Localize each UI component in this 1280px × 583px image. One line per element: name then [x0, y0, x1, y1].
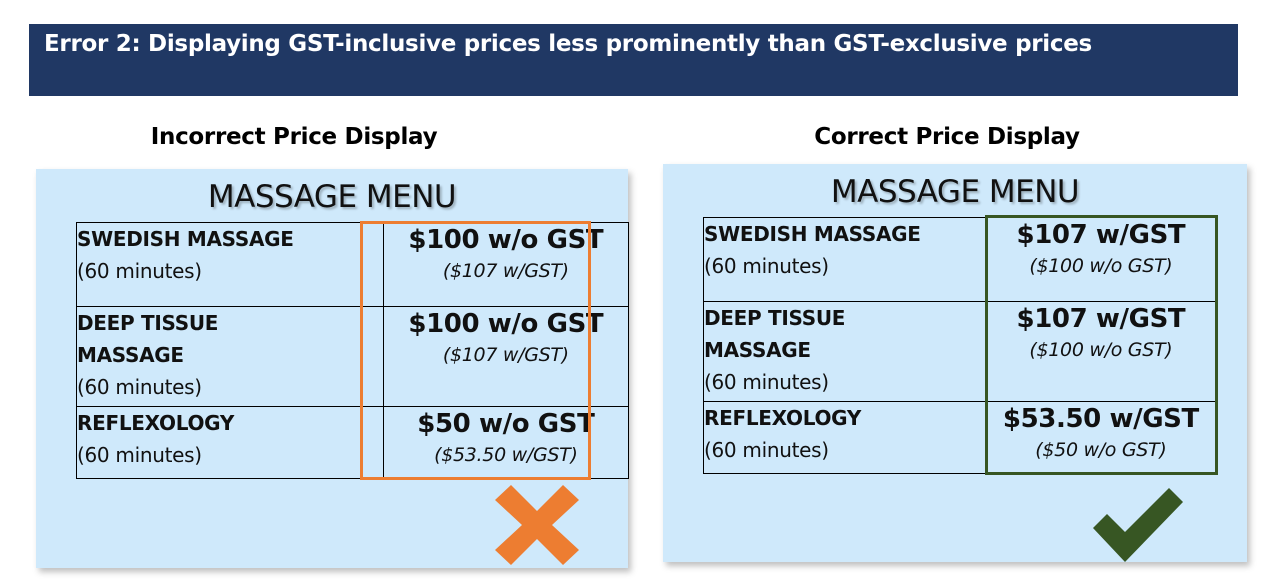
item-duration: (60 minutes) [704, 254, 829, 278]
price-cell: $100 w/o GST ($107 w/GST) [382, 222, 630, 307]
table-row: REFLEXOLOGY (60 minutes) $53.50 w/GST ($… [703, 401, 1217, 474]
price-main: $100 w/o GST [408, 309, 604, 339]
incorrect-heading: Incorrect Price Display [150, 124, 438, 150]
price-cell: $107 w/GST ($100 w/o GST) [985, 301, 1217, 402]
table-row: SWEDISH MASSAGE (60 minutes) $107 w/GST … [703, 217, 1217, 302]
price-sub: ($53.50 w/GST) [434, 444, 578, 466]
banner-title: Error 2: Displaying GST-inclusive prices… [44, 31, 1092, 57]
price-sub: ($50 w/o GST) [1035, 439, 1167, 461]
banner: Error 2: Displaying GST-inclusive prices… [29, 24, 1238, 96]
item-cell: SWEDISH MASSAGE (60 minutes) [76, 222, 384, 307]
incorrect-panel: MASSAGE MENU SWEDISH MASSAGE (60 minutes… [36, 169, 630, 568]
table-row: DEEP TISSUE MASSAGE (60 minutes) $100 w/… [76, 306, 630, 407]
price-sub: ($100 w/o GST) [1029, 255, 1173, 277]
item-duration: (60 minutes) [77, 443, 202, 467]
correct-menu-table: SWEDISH MASSAGE (60 minutes) $107 w/GST … [703, 217, 1217, 474]
price-main: $107 w/GST [1016, 304, 1186, 334]
price-sub: ($107 w/GST) [442, 344, 569, 366]
item-cell: DEEP TISSUE MASSAGE (60 minutes) [703, 301, 987, 402]
price-main: $100 w/o GST [408, 225, 604, 255]
item-duration: (60 minutes) [704, 370, 829, 394]
price-cell: $50 w/o GST ($53.50 w/GST) [382, 406, 630, 479]
checkmark-icon [1093, 488, 1183, 562]
price-main: $53.50 w/GST [1002, 404, 1199, 434]
table-row: SWEDISH MASSAGE (60 minutes) $100 w/o GS… [76, 222, 630, 307]
item-name: SWEDISH MASSAGE [77, 227, 294, 251]
item-duration: (60 minutes) [77, 259, 202, 283]
table-row: DEEP TISSUE MASSAGE (60 minutes) $107 w/… [703, 301, 1217, 402]
item-name: DEEP TISSUE MASSAGE [704, 306, 846, 362]
price-cell: $100 w/o GST ($107 w/GST) [382, 306, 630, 407]
price-sub: ($100 w/o GST) [1029, 339, 1173, 361]
price-cell: $107 w/GST ($100 w/o GST) [985, 217, 1217, 302]
item-cell: DEEP TISSUE MASSAGE (60 minutes) [76, 306, 384, 407]
incorrect-menu-title: MASSAGE MENU [207, 179, 457, 215]
item-name: REFLEXOLOGY [77, 411, 235, 435]
price-main: $50 w/o GST [417, 409, 595, 439]
item-cell: SWEDISH MASSAGE (60 minutes) [703, 217, 987, 302]
incorrect-menu-table: SWEDISH MASSAGE (60 minutes) $100 w/o GS… [76, 222, 630, 479]
item-name: DEEP TISSUE MASSAGE [77, 311, 219, 367]
item-duration: (60 minutes) [77, 375, 202, 399]
cross-icon [495, 485, 579, 565]
item-cell: REFLEXOLOGY (60 minutes) [703, 401, 987, 474]
correct-panel: MASSAGE MENU SWEDISH MASSAGE (60 minutes… [663, 164, 1247, 562]
table-row: REFLEXOLOGY (60 minutes) $50 w/o GST ($5… [76, 406, 630, 479]
correct-heading: Correct Price Display [814, 124, 1080, 150]
price-cell: $53.50 w/GST ($50 w/o GST) [985, 401, 1217, 474]
price-main: $107 w/GST [1016, 220, 1186, 250]
item-cell: REFLEXOLOGY (60 minutes) [76, 406, 384, 479]
price-sub: ($107 w/GST) [442, 260, 569, 282]
item-name: REFLEXOLOGY [704, 406, 862, 430]
correct-menu-title: MASSAGE MENU [830, 174, 1080, 210]
item-name: SWEDISH MASSAGE [704, 222, 921, 246]
item-duration: (60 minutes) [704, 438, 829, 462]
